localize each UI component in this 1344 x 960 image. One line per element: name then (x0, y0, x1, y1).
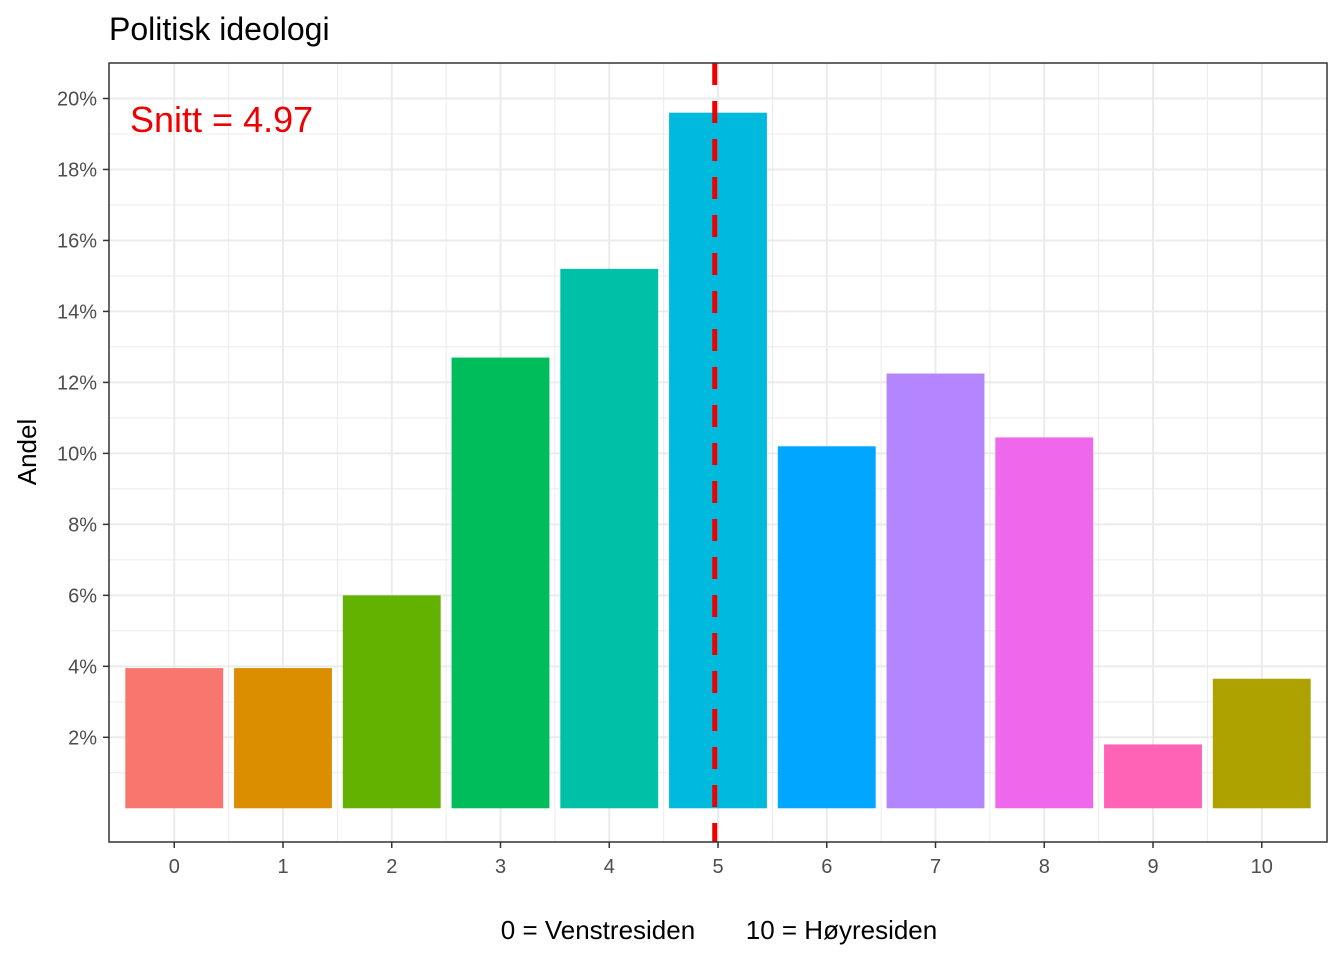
bar-10 (1212, 678, 1311, 809)
x-tick-label: 6 (821, 856, 832, 878)
bar-5 (669, 112, 767, 809)
x-tick-label: 1 (277, 856, 288, 878)
x-tick-label: 2 (386, 856, 397, 878)
bar-0 (125, 668, 224, 809)
bar-4 (560, 268, 659, 809)
bar-7 (886, 373, 985, 809)
bar-3 (451, 357, 550, 809)
x-tick-label: 5 (712, 856, 723, 878)
bar-1 (234, 668, 332, 809)
x-tick-label: 10 (1251, 856, 1273, 878)
y-axis-title: Andel (12, 419, 42, 486)
mean-annotation: Snitt = 4.97 (130, 99, 313, 140)
y-tick-label: 20% (57, 88, 97, 110)
bars (125, 112, 1311, 809)
x-tick-label: 0 (169, 856, 180, 878)
y-axis: 2% 4% 6% 8% 10% 12% 14% 16% 18% 20% (57, 88, 109, 749)
y-tick-label: 16% (57, 230, 97, 252)
y-tick-label: 14% (57, 301, 97, 323)
y-tick-label: 2% (68, 727, 97, 749)
y-tick-label: 4% (68, 656, 97, 678)
chart-title: Politisk ideologi (109, 11, 330, 47)
x-tick-label: 8 (1039, 856, 1050, 878)
x-axis: 0 1 2 3 4 5 6 7 8 9 10 (169, 842, 1273, 878)
x-axis-title: 0 = Venstresiden 10 = Høyresiden (501, 915, 937, 945)
x-tick-label: 4 (604, 856, 615, 878)
x-tick-label: 9 (1147, 856, 1158, 878)
y-tick-label: 18% (57, 159, 97, 181)
x-tick-label: 3 (495, 856, 506, 878)
y-tick-label: 8% (68, 514, 97, 536)
y-tick-label: 6% (68, 585, 97, 607)
bar-6 (777, 446, 876, 809)
bar-2 (342, 595, 441, 809)
plot-panel: Snitt = 4.97 (108, 62, 1328, 843)
x-tick-label: 7 (930, 856, 941, 878)
y-tick-label: 12% (57, 372, 97, 394)
y-tick-label: 10% (57, 443, 97, 465)
bar-8 (995, 437, 1094, 809)
bar-9 (1104, 744, 1202, 809)
